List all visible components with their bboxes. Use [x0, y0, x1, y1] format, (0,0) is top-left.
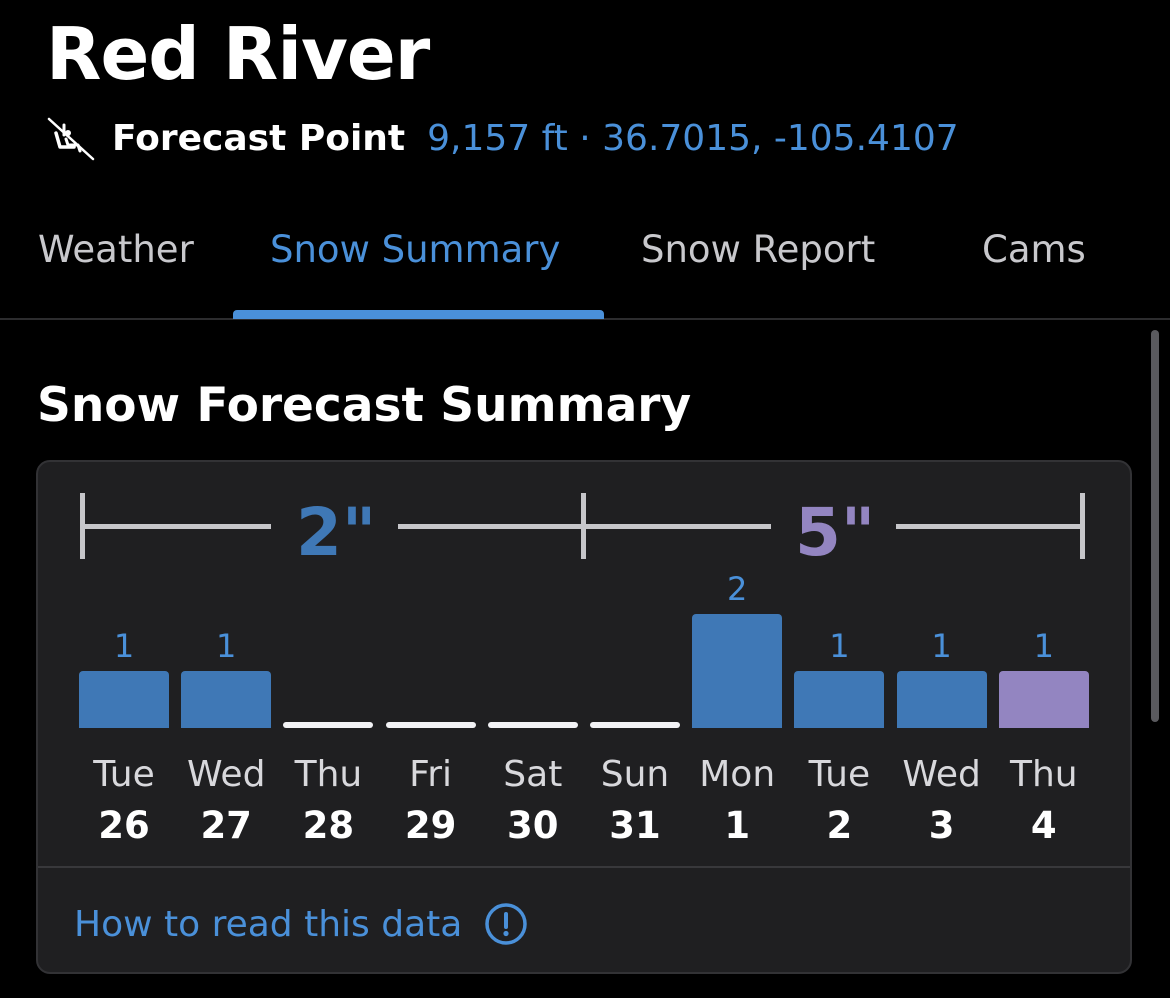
- day-name-label: Thu: [1009, 754, 1078, 795]
- tab-weather[interactable]: Weather: [38, 228, 194, 271]
- bar-value-label: 1: [1033, 627, 1054, 665]
- card-divider: [38, 866, 1130, 868]
- bar-value-label: 1: [113, 627, 135, 665]
- chairlift-icon: [47, 117, 95, 161]
- bar-value-label: 1: [829, 627, 850, 665]
- bar-value-label: 1: [931, 627, 952, 665]
- day-name-label: Sun: [600, 754, 670, 795]
- bar-value-label: 2: [727, 570, 748, 608]
- day-name-label: Wed: [902, 754, 981, 795]
- snow-bar-sat-30: [487, 722, 578, 728]
- snow-bar-tue-2: [794, 671, 885, 728]
- snow-bar-thu-4: [998, 671, 1089, 728]
- info-circle-icon: [485, 903, 528, 945]
- snow-bar-fri-29: [385, 722, 476, 728]
- snow-bar-wed-3: [896, 671, 987, 728]
- day-number-label: 3: [928, 804, 955, 847]
- snow-bar-wed-27: [181, 671, 272, 728]
- tab-bar: Weather Snow Summary Snow Report Cams: [0, 200, 1170, 320]
- snow-forecast-card: 1 Tue 26 1 Wed 27 Thu 28 Fri 29 Sat 30 Sun 31 2 Mon 1 1 Tu…: [36, 460, 1132, 974]
- day-name-label: Thu: [294, 754, 363, 795]
- snow-bar-tue-26: [79, 671, 169, 728]
- day-number-label: 27: [200, 804, 252, 847]
- elevation-coordinates[interactable]: 9,157 ft · 36.7015, -105.4107: [427, 117, 959, 159]
- day-number-label: 4: [1030, 804, 1057, 847]
- range-line-1b: [398, 524, 583, 529]
- range-total-1: 2": [296, 494, 377, 571]
- day-number-label: 30: [507, 804, 559, 847]
- day-name-label: Sat: [503, 754, 563, 795]
- how-to-read-link[interactable]: How to read this data: [74, 902, 528, 946]
- bar-value-label: 1: [216, 627, 237, 665]
- day-name-label: Wed: [186, 754, 266, 795]
- range-total-2: 5": [795, 494, 876, 571]
- tab-cams[interactable]: Cams: [982, 228, 1086, 271]
- range-line-2b: [896, 524, 1082, 529]
- day-number-label: 31: [609, 804, 661, 847]
- day-number-label: 2: [826, 804, 853, 847]
- tab-snow-summary[interactable]: Snow Summary: [270, 228, 561, 271]
- section-title: Snow Forecast Summary: [37, 378, 692, 433]
- range-line-2a: [583, 524, 771, 529]
- day-number-label: 29: [404, 804, 457, 847]
- snow-bar-thu-28: [283, 722, 374, 728]
- resort-title: Red River: [46, 12, 430, 96]
- day-name-label: Tue: [93, 754, 155, 795]
- scrollbar[interactable]: [1151, 330, 1159, 722]
- day-number-label: 1: [724, 804, 751, 847]
- range-tick-end: [1080, 493, 1085, 559]
- how-to-read-label: How to read this data: [74, 903, 463, 945]
- snow-bar-sun-31: [590, 722, 680, 728]
- day-number-label: 26: [98, 804, 150, 847]
- forecast-point-label: Forecast Point: [112, 117, 406, 159]
- forecast-point-row: Forecast Point 9,157 ft · 36.7015, -105.…: [46, 112, 959, 164]
- day-number-label: 28: [302, 804, 355, 847]
- tab-snow-report[interactable]: Snow Report: [641, 228, 876, 271]
- day-name-label: Fri: [409, 754, 453, 795]
- range-line-1a: [82, 524, 271, 529]
- snow-bar-mon-1: [692, 614, 783, 728]
- day-name-label: Tue: [808, 754, 871, 795]
- active-tab-indicator: [233, 310, 604, 319]
- day-name-label: Mon: [699, 754, 776, 795]
